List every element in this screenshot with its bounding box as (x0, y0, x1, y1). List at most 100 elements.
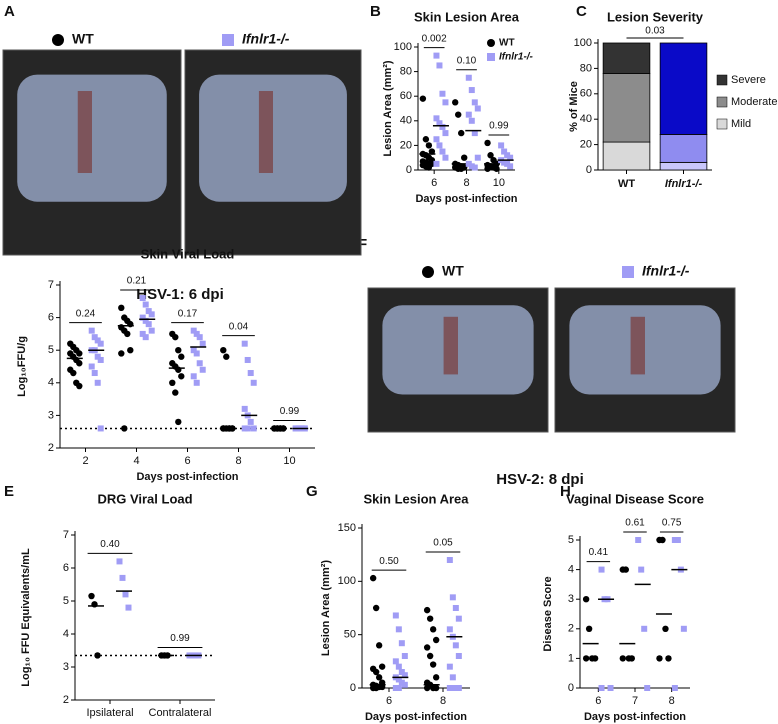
data-point (401, 653, 408, 659)
data-point (598, 566, 605, 573)
data-point (468, 117, 475, 124)
p-value: 0.99 (489, 121, 509, 132)
x-tick-label: Ipsilateral (86, 707, 133, 719)
data-point (372, 668, 380, 676)
data-point (585, 625, 593, 632)
y-tick-label: 0 (568, 682, 574, 694)
photo-lesion (77, 91, 92, 173)
legend-marker (52, 34, 64, 46)
y-tick-label: 0 (350, 682, 356, 694)
data-point (507, 163, 514, 170)
data-point (250, 379, 257, 386)
x-tick-label: 8 (669, 695, 675, 707)
p-value: 0.10 (457, 55, 477, 66)
p-value: 0.04 (229, 321, 249, 332)
data-point (455, 653, 462, 659)
data-point (641, 625, 648, 632)
data-point (372, 604, 380, 612)
data-point (433, 160, 440, 167)
data-point (455, 615, 462, 622)
x-tick-label: 6 (595, 695, 601, 707)
data-point (484, 165, 491, 172)
data-point (423, 606, 431, 614)
p-value: 0.41 (589, 547, 609, 558)
x-tick-label: 6 (431, 177, 437, 189)
y-tick-label: 20 (400, 139, 412, 151)
data-point (439, 148, 446, 155)
data-point (395, 626, 402, 633)
chart-title: Lesion Severity (607, 9, 704, 24)
data-point (455, 685, 462, 691)
data-point (659, 536, 666, 544)
y-tick-label: 3 (568, 593, 574, 605)
legend-marker (422, 266, 434, 278)
y-axis-title: Lesion Area (mm²) (320, 560, 332, 657)
data-point (127, 347, 134, 354)
chart-title: Skin Viral Load (141, 246, 235, 261)
data-point (395, 676, 402, 683)
data-point (439, 123, 446, 130)
data-point (426, 652, 434, 660)
data-point (635, 537, 642, 543)
y-tick-label: 60 (580, 88, 592, 100)
data-point (250, 425, 257, 432)
data-point (175, 418, 182, 426)
data-point (193, 330, 200, 337)
data-point (449, 685, 456, 691)
p-value: 0.24 (76, 308, 96, 319)
data-point (471, 164, 478, 171)
legend-label: WT (442, 263, 464, 279)
data-point (76, 382, 83, 390)
data-point (458, 165, 465, 172)
data-point (401, 681, 408, 688)
x-axis-title: Days post-infection (365, 711, 467, 723)
data-point (118, 350, 125, 357)
data-point (426, 615, 434, 622)
legend-label: Severe (731, 74, 766, 86)
data-point (142, 334, 149, 341)
x-tick-label: 8 (463, 177, 469, 189)
y-tick-label: 60 (400, 90, 412, 102)
data-point (244, 425, 251, 432)
data-point (88, 327, 95, 334)
data-point (582, 596, 590, 603)
p-value: 0.17 (178, 308, 198, 319)
data-point (378, 663, 386, 670)
y-tick-label: 5 (568, 534, 574, 546)
y-axis-title: Log₁₀FFU/g (16, 336, 28, 397)
x-tick-label: 7 (632, 695, 638, 707)
data-point (178, 373, 185, 380)
y-tick-label: 100 (574, 37, 592, 49)
data-point (425, 142, 433, 149)
data-point (97, 356, 104, 363)
data-point (145, 308, 152, 315)
x-tick-label: WT (618, 178, 635, 190)
data-point (139, 330, 146, 337)
y-tick-label: 80 (400, 66, 412, 78)
data-point (442, 130, 449, 137)
data-point (591, 655, 599, 662)
y-tick-label: 4 (568, 564, 574, 576)
data-point (148, 327, 155, 334)
y-tick-label: 150 (338, 522, 356, 534)
data-point (145, 321, 152, 328)
data-point (172, 389, 179, 396)
photo-caption: HSV-1: 6 dpi (136, 286, 224, 303)
x-tick-label: 8 (235, 455, 241, 467)
data-point (619, 655, 626, 662)
data-point (220, 347, 227, 354)
p-value: 0.40 (100, 539, 120, 550)
y-tick-label: 4 (63, 628, 69, 640)
data-point (139, 314, 146, 321)
data-point (94, 337, 101, 344)
data-point (88, 363, 95, 370)
p-value: 0.03 (645, 26, 665, 37)
data-point (468, 87, 475, 94)
data-point (76, 350, 83, 357)
x-axis-title: Days post-infection (584, 711, 686, 723)
data-point (423, 684, 431, 692)
p-value: 0.61 (625, 518, 645, 529)
legend-marker (716, 118, 728, 130)
chart-title: Skin Lesion Area (364, 491, 470, 506)
y-tick-label: 7 (48, 279, 54, 291)
